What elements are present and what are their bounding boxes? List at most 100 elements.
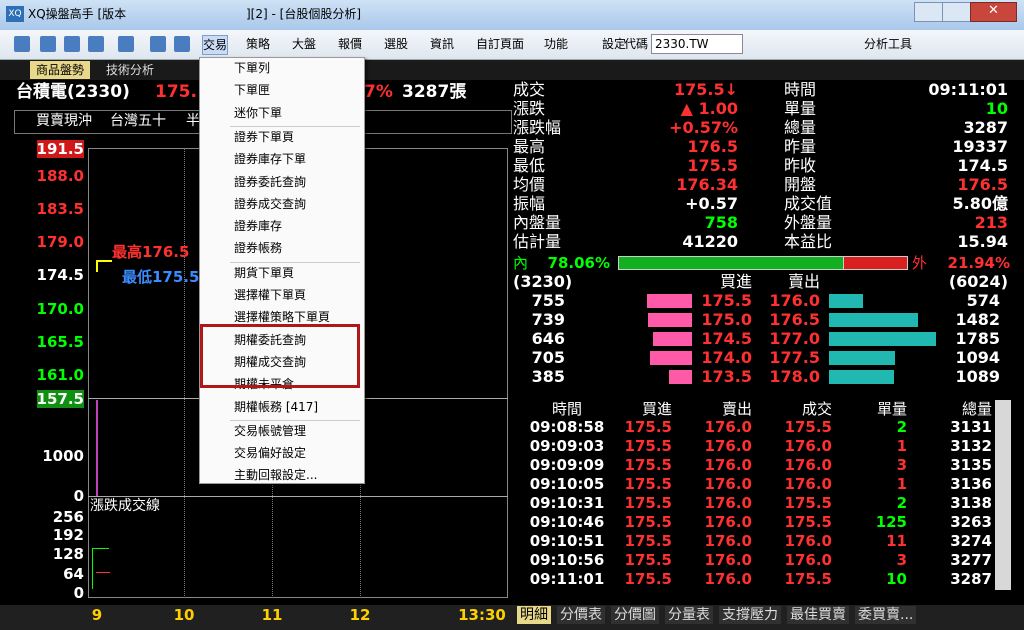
time-tick-label: 10 bbox=[173, 606, 195, 624]
bottom-tab[interactable]: 分量表 bbox=[665, 606, 713, 624]
toolbar-icon[interactable] bbox=[64, 36, 80, 52]
menu-item[interactable]: 下單匣 bbox=[234, 83, 271, 98]
trade-header: 賣出 bbox=[721, 400, 752, 418]
price-tick-label: 179.0 bbox=[36, 233, 84, 251]
menu-item[interactable]: 期權帳務 [417] bbox=[234, 399, 319, 414]
menu-separator bbox=[230, 419, 360, 421]
sell-price: 176.0 bbox=[769, 291, 820, 310]
toolbar-menu[interactable]: 交易 bbox=[202, 35, 229, 55]
trade-cell: 09:10:05 bbox=[529, 475, 605, 493]
buy-volume: 385 bbox=[531, 367, 565, 386]
scrollbar[interactable] bbox=[995, 400, 1011, 590]
trade-cell: 175.5 bbox=[624, 418, 672, 436]
in-ratio: 78.06% bbox=[547, 254, 610, 272]
toolbar-icon[interactable] bbox=[150, 36, 166, 52]
bottom-tab[interactable]: 分價表 bbox=[557, 606, 605, 624]
menu-item[interactable]: 主動回報設定... bbox=[234, 468, 318, 483]
menu-item[interactable]: 期權成交查詢 bbox=[234, 354, 307, 369]
code-input[interactable] bbox=[651, 34, 743, 54]
quote-value: +0.57% bbox=[669, 118, 738, 137]
toolbar-icon[interactable] bbox=[174, 36, 190, 52]
menu-item[interactable]: 交易帳號管理 bbox=[234, 423, 307, 438]
menu-item[interactable]: 證券下單頁 bbox=[234, 129, 295, 144]
bottom-tab[interactable]: 支撐壓力 bbox=[719, 606, 781, 624]
menu-item[interactable]: 交易偏好設定 bbox=[234, 446, 307, 461]
menu-item[interactable]: 證券庫存 bbox=[234, 219, 283, 234]
analysis-tools[interactable]: 分析工具 bbox=[864, 37, 913, 51]
trade-header: 買進 bbox=[641, 400, 672, 418]
toolbar-menu[interactable]: 功能 bbox=[544, 37, 569, 51]
sell-bar bbox=[829, 332, 936, 346]
menu-item[interactable]: 期貨下單頁 bbox=[234, 265, 295, 280]
trade-cell: 175.5 bbox=[624, 513, 672, 531]
trade-cell: 3277 bbox=[950, 551, 992, 569]
trade-cell: 11 bbox=[886, 532, 907, 550]
low-annotation: 最低175.5 bbox=[122, 268, 200, 286]
minimize-button[interactable] bbox=[914, 2, 943, 22]
quote-label: 本益比 bbox=[784, 232, 833, 251]
sell-bar bbox=[829, 313, 918, 327]
sell-volume: 1482 bbox=[955, 310, 1000, 329]
toolbar-menu[interactable]: 自訂頁面 bbox=[476, 37, 525, 51]
buy-volume: 646 bbox=[531, 329, 565, 348]
toolbar-icon[interactable] bbox=[14, 36, 30, 52]
trade-cell: 176.0 bbox=[704, 437, 752, 455]
toolbar-menu[interactable]: 選股 bbox=[384, 37, 409, 51]
close-button[interactable]: ✕ bbox=[970, 2, 1017, 22]
trade-cell: 09:09:03 bbox=[529, 437, 605, 455]
bottom-tab[interactable]: 明細 bbox=[517, 606, 551, 624]
menu-item[interactable]: 證券成交查詢 bbox=[234, 196, 307, 211]
trade-cell: 09:10:46 bbox=[529, 513, 605, 531]
bottom-tab[interactable]: 最佳買賣 bbox=[787, 606, 849, 624]
toolbar-icon[interactable] bbox=[118, 36, 134, 52]
price-tick-label: 188.0 bbox=[36, 167, 84, 185]
toolbar-icon[interactable] bbox=[40, 36, 56, 52]
quote-value: +0.57 bbox=[685, 194, 738, 213]
toolbar-menu[interactable]: 設定 bbox=[602, 37, 627, 51]
time-tick-label: 13:30 bbox=[458, 606, 506, 624]
menu-item[interactable]: 期權委託查詢 bbox=[234, 332, 307, 347]
menu-item[interactable]: 迷你下單 bbox=[234, 105, 283, 120]
tab[interactable]: 技術分析 bbox=[106, 63, 155, 77]
bottom-tab[interactable]: 分價圖 bbox=[611, 606, 659, 624]
trade-cell: 175.5 bbox=[784, 570, 832, 588]
menu-item[interactable]: 選擇權策略下單頁 bbox=[234, 310, 331, 325]
quote-value: 758 bbox=[704, 213, 738, 232]
sub-bar-item: 台灣五十 bbox=[110, 113, 166, 129]
app-icon: XQ bbox=[6, 6, 24, 22]
trade-cell: 10 bbox=[886, 570, 907, 588]
trade-cell: 175.5 bbox=[624, 494, 672, 512]
bottom-tab[interactable]: 委買賣... bbox=[855, 606, 917, 624]
menu-item[interactable]: 下單列 bbox=[234, 61, 271, 75]
trade-cell: 175.5 bbox=[624, 456, 672, 474]
trade-header: 單量 bbox=[876, 400, 907, 418]
toolbar-menu[interactable]: 策略 bbox=[246, 37, 271, 51]
tab[interactable]: 商品盤勢 bbox=[30, 61, 91, 79]
trade-cell: 3287 bbox=[950, 570, 992, 588]
menu-item[interactable]: 證券帳務 bbox=[234, 241, 283, 256]
toolbar-menu[interactable]: 資訊 bbox=[430, 37, 455, 51]
toolbar-menu[interactable]: 報價 bbox=[338, 37, 363, 51]
trade-cell: 3263 bbox=[950, 513, 992, 531]
stock-price: 175. bbox=[155, 82, 197, 102]
stock-name: 台積電(2330) bbox=[16, 82, 130, 102]
buy-price: 174.0 bbox=[701, 348, 752, 367]
trade-cell: 3274 bbox=[950, 532, 992, 550]
bottom-bar bbox=[0, 605, 1024, 630]
menu-item[interactable]: 證券庫存下單 bbox=[234, 152, 307, 167]
buy-price: 175.5 bbox=[701, 291, 752, 310]
buy-bar bbox=[668, 370, 692, 384]
quote-label: 振幅 bbox=[513, 194, 546, 213]
maximize-button[interactable] bbox=[942, 2, 971, 22]
stock-volume: 3287張 bbox=[402, 82, 467, 102]
quote-value: 3287 bbox=[963, 118, 1008, 137]
trade-cell: 175.5 bbox=[624, 437, 672, 455]
menu-item[interactable]: 證券委託查詢 bbox=[234, 174, 307, 189]
toolbar-icon[interactable] bbox=[88, 36, 104, 52]
toolbar-menu[interactable]: 大盤 bbox=[292, 37, 317, 51]
quote-value: 10 bbox=[985, 99, 1008, 118]
grid-line bbox=[184, 148, 185, 598]
buy-price: 174.5 bbox=[701, 329, 752, 348]
price-tick-label: 183.5 bbox=[36, 200, 84, 218]
menu-item[interactable]: 選擇權下單頁 bbox=[234, 288, 307, 302]
